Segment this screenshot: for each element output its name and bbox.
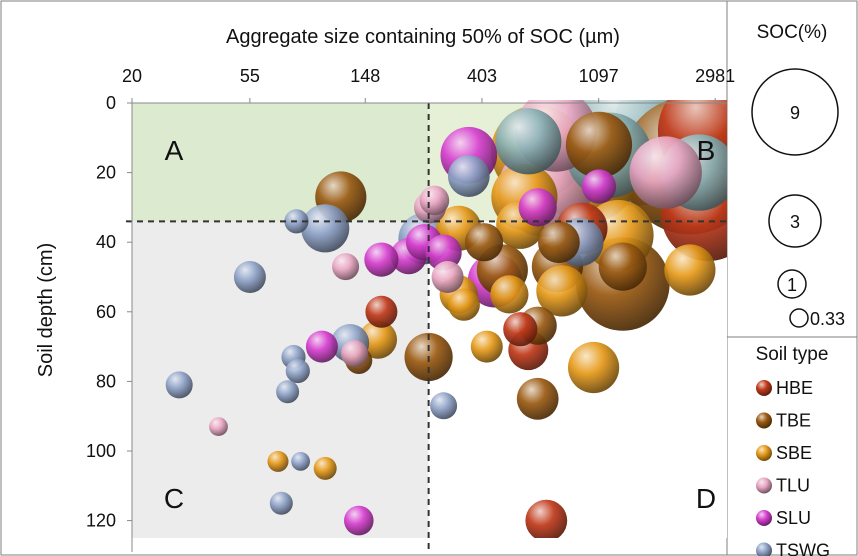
size-legend-label: 9 [790,103,800,123]
size-legend-label: 3 [790,212,800,232]
legend-label-tlu: TLU [776,476,810,496]
bubble-tlu [332,253,360,281]
legend-label-tbe: TBE [776,411,811,431]
color-legend: HBE TBE SBE TLU SLU TSWG [756,378,830,556]
bubble-tbe [565,111,633,178]
size-legend-label: 0.33 [810,309,845,329]
bubble-tswg [291,452,310,471]
color-legend-title: Soil type [756,344,829,365]
bubble-tswg [430,392,458,420]
quadrant-label-d: D [696,483,716,514]
bubble-tlu [419,185,450,216]
bubble-sbe [447,288,480,321]
legend-marker-slu [756,510,772,526]
legend-marker-tlu [756,477,772,494]
bubble-hbe [365,295,398,328]
y-tick-label: 60 [96,302,116,322]
size-legend-circle [789,308,809,328]
x-tick-label: 403 [467,66,497,86]
quadrant-label-a: A [165,135,184,166]
size-legend-circle [777,269,807,299]
bubble-slu [305,330,338,363]
bubble-tswg [447,155,490,198]
bubble-tswg [285,358,310,384]
bubble-hbe [503,312,538,347]
y-tick-label: 120 [86,511,116,531]
bubble-tswg [301,204,350,253]
threshold-lines [126,103,730,552]
legend-label-sbe: SBE [776,443,812,463]
bubble-sbe [490,275,529,314]
bubble-tbe [538,221,580,264]
bubble-tswg [269,491,293,515]
x-tick-label: 20 [122,66,142,86]
axes: 20 55 148 403 1097 2981 0 20 40 60 80 100 120 [86,66,735,552]
bubble-tswg-large [495,108,562,175]
legend-marker-hbe [756,380,772,396]
bubble-hbe [525,499,568,538]
size-legend-label: 1 [787,275,797,295]
bubble-slu [364,242,399,277]
bubble-slu [425,234,462,271]
quadrant-label-c: C [164,483,184,514]
y-tick-label: 100 [86,441,116,461]
y-tick-label: 20 [96,163,116,183]
quadrant-labels: A B C D [164,135,716,514]
bubble-slu [581,169,617,204]
legend-marker-tbe [756,412,772,429]
x-tick-label: 2981 [695,66,735,86]
bubble-tlu [341,340,368,368]
bubble-tbe [598,242,647,291]
bubble-sbe [568,341,620,394]
bubble-tswg [233,261,266,293]
size-legend-circle [768,194,822,248]
bubble-tswg [276,380,300,404]
legend-label-slu: SLU [776,508,811,528]
legend-label-tswg: TSWG [776,541,830,556]
bubble-tlu [629,136,702,209]
bubble-layer [165,100,727,538]
bubble-tlu [431,261,464,293]
legend-marker-tswg [756,542,772,556]
bubble-sbe [313,456,337,480]
size-legend-title: SOC(%) [757,22,828,43]
bubble-tbe [464,223,504,262]
y-axis-title: Soil depth (cm) [35,243,57,378]
x-tick-label: 148 [350,66,380,86]
y-tick-label: 40 [96,232,116,252]
x-tick-label: 55 [240,66,260,86]
bubble-tbe [516,377,559,420]
bubble-tlu [209,417,228,436]
bubble-sbe [536,265,588,317]
bubble-sbe [664,244,716,296]
bubble-tswg [165,371,193,399]
x-axis-title: Aggregate size containing 50% of SOC (µm… [226,26,620,48]
y-tick-label: 0 [106,93,116,113]
size-legend: 9 3 1 0.33 [751,68,845,329]
legend-marker-sbe [756,445,772,461]
quadrant-a-bg [132,103,429,222]
bubble-slu [344,505,374,536]
x-tick-label: 1097 [579,66,619,86]
bubble-slu [518,188,557,227]
legend-label-hbe: HBE [776,378,813,398]
size-legend-circle [751,68,839,156]
bubble-sbe [470,330,503,363]
quadrant-label-b: B [697,135,716,166]
bubble-sbe [358,320,397,359]
bubble-sbe [267,450,289,472]
y-tick-label: 80 [96,371,116,391]
